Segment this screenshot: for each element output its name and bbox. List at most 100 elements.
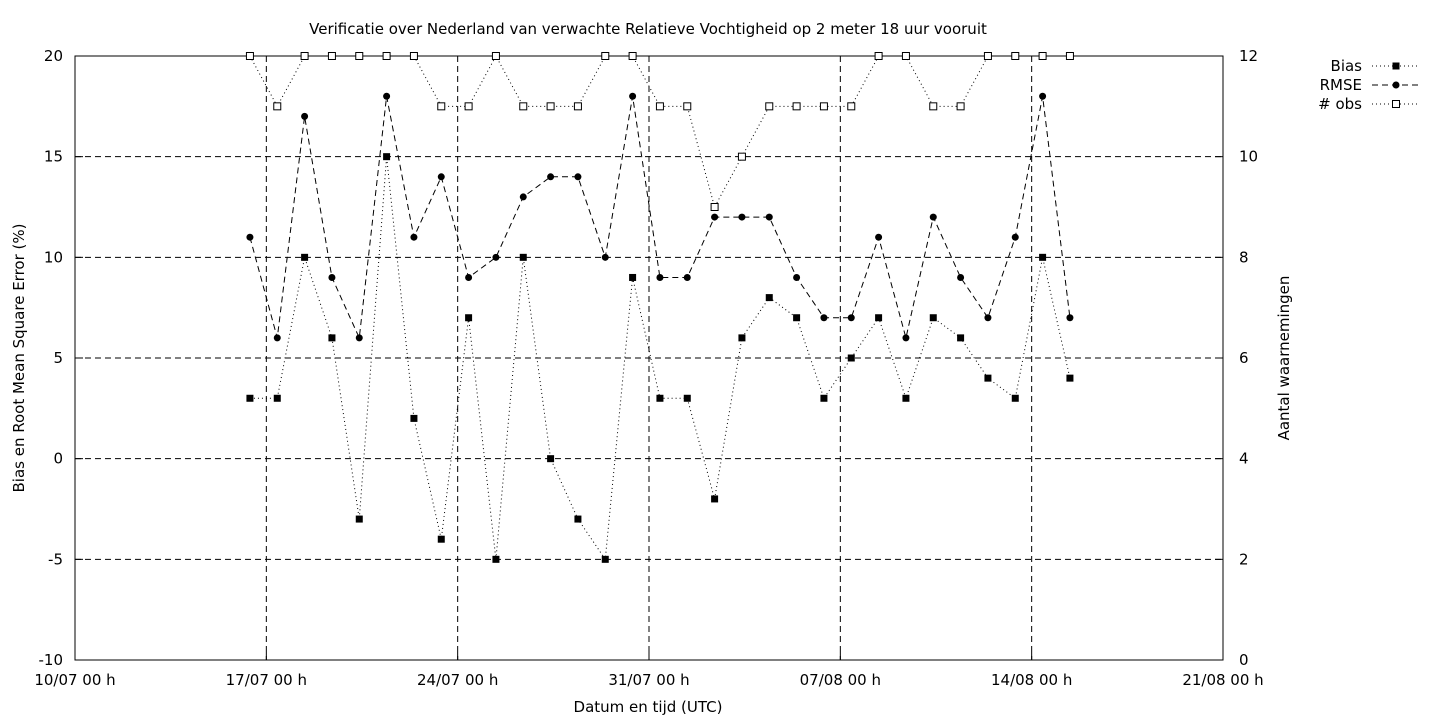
chart-title: Verificatie over Nederland van verwachte… xyxy=(309,20,987,38)
data-point xyxy=(683,394,691,402)
data-point xyxy=(929,102,938,111)
x-tick-label: 21/08 00 h xyxy=(1182,671,1263,689)
series-line xyxy=(249,54,1070,209)
data-point xyxy=(273,394,281,402)
data-point xyxy=(383,153,391,161)
data-point xyxy=(1011,52,1020,60)
data-point xyxy=(793,273,801,281)
data-point xyxy=(957,334,965,342)
data-point xyxy=(1066,314,1074,322)
data-point xyxy=(547,455,555,463)
data-point xyxy=(246,394,254,402)
y-tick-label: 20 xyxy=(44,47,63,65)
data-point xyxy=(519,253,527,261)
data-point xyxy=(464,102,473,111)
y2-tick-label: 4 xyxy=(1239,450,1249,468)
data-point xyxy=(984,374,992,382)
data-point xyxy=(984,314,992,322)
legend-label: Bias xyxy=(1331,57,1363,75)
data-point xyxy=(628,52,637,60)
data-point xyxy=(574,515,582,523)
data-point xyxy=(956,102,965,111)
data-point xyxy=(492,253,500,261)
data-point xyxy=(1038,52,1047,60)
data-point xyxy=(437,102,446,111)
data-point xyxy=(601,555,609,563)
legend-marker xyxy=(1392,62,1400,70)
data-point xyxy=(1065,52,1074,60)
data-point xyxy=(683,102,692,111)
series-rmse xyxy=(246,92,1074,342)
data-point xyxy=(1011,394,1019,402)
data-point xyxy=(492,555,500,563)
data-point xyxy=(901,52,910,60)
y2-tick-label: 10 xyxy=(1239,148,1258,166)
data-point xyxy=(355,515,363,523)
data-point xyxy=(574,173,582,181)
y-tick-label: -10 xyxy=(39,651,64,669)
grid-lines xyxy=(75,56,1223,660)
series-bias xyxy=(246,153,1074,563)
data-point xyxy=(465,314,473,322)
data-point xyxy=(792,102,801,111)
x-tick-label: 07/08 00 h xyxy=(800,671,881,689)
data-point xyxy=(273,334,281,342)
y2-tick-label: 0 xyxy=(1239,651,1249,669)
data-point xyxy=(847,102,856,111)
data-point xyxy=(929,213,937,221)
data-point xyxy=(601,52,610,60)
data-point xyxy=(929,314,937,322)
data-point xyxy=(902,394,910,402)
data-series xyxy=(245,52,1074,563)
y2-tick-label: 12 xyxy=(1239,47,1258,65)
legend-marker xyxy=(1392,81,1400,89)
data-point xyxy=(819,102,828,111)
y-tick-label: -5 xyxy=(48,550,63,568)
data-point xyxy=(765,213,773,221)
data-point xyxy=(519,193,527,201)
data-point xyxy=(1011,233,1019,241)
data-point xyxy=(491,52,500,60)
data-point xyxy=(437,173,445,181)
series--obs xyxy=(245,52,1074,211)
data-point xyxy=(355,52,364,60)
data-point xyxy=(738,334,746,342)
data-point xyxy=(465,273,473,281)
data-point xyxy=(737,152,746,161)
y-tick-label: 15 xyxy=(44,148,63,166)
data-point xyxy=(409,52,418,60)
x-tick-label: 10/07 00 h xyxy=(34,671,115,689)
legend-label: # obs xyxy=(1318,95,1362,113)
data-point xyxy=(273,102,282,111)
data-point xyxy=(710,203,719,211)
x-tick-label: 14/08 00 h xyxy=(991,671,1072,689)
data-point xyxy=(410,233,418,241)
y-tick-label: 10 xyxy=(44,248,63,266)
data-point xyxy=(1039,92,1047,100)
x-tick-label: 17/07 00 h xyxy=(226,671,307,689)
legend-marker xyxy=(1392,100,1400,108)
data-point xyxy=(820,314,828,322)
data-point xyxy=(547,173,555,181)
data-point xyxy=(383,92,391,100)
data-point xyxy=(629,273,637,281)
y2-tick-label: 6 xyxy=(1239,349,1249,367)
x-axis-label: Datum en tijd (UTC) xyxy=(574,698,723,716)
data-point xyxy=(1039,253,1047,261)
data-point xyxy=(847,354,855,362)
y2-tick-label: 8 xyxy=(1239,248,1249,266)
y-axis-label: Bias en Root Mean Square Error (%) xyxy=(10,224,28,493)
data-point xyxy=(246,233,254,241)
data-point xyxy=(382,52,391,60)
data-point xyxy=(327,52,336,60)
data-point xyxy=(683,273,691,281)
data-point xyxy=(573,102,582,111)
legend-label: RMSE xyxy=(1320,76,1362,94)
y-tick-label: 0 xyxy=(53,450,63,468)
y-tick-label: 5 xyxy=(53,349,63,367)
data-point xyxy=(820,394,828,402)
x-tick-label: 31/07 00 h xyxy=(608,671,689,689)
